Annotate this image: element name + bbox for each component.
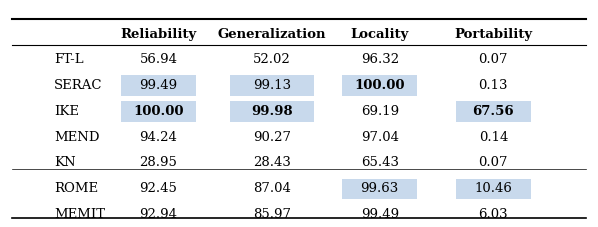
FancyBboxPatch shape — [456, 102, 531, 122]
Text: 10.46: 10.46 — [474, 181, 512, 194]
Text: FT-L: FT-L — [54, 53, 84, 66]
FancyBboxPatch shape — [456, 179, 531, 199]
Text: 99.49: 99.49 — [361, 207, 399, 220]
Text: 90.27: 90.27 — [253, 130, 291, 143]
FancyBboxPatch shape — [230, 76, 314, 97]
FancyBboxPatch shape — [342, 76, 417, 97]
Text: 92.45: 92.45 — [139, 181, 178, 194]
Text: Locality: Locality — [350, 27, 409, 40]
Text: 0.13: 0.13 — [478, 79, 508, 92]
Text: 0.07: 0.07 — [478, 156, 508, 169]
Text: 94.24: 94.24 — [139, 130, 178, 143]
Text: Portability: Portability — [454, 27, 532, 40]
Text: KN: KN — [54, 156, 75, 169]
Text: 100.00: 100.00 — [355, 79, 405, 92]
Text: 99.98: 99.98 — [251, 104, 293, 117]
Text: 67.56: 67.56 — [472, 104, 514, 117]
Text: 96.32: 96.32 — [361, 53, 399, 66]
Text: MEMIT: MEMIT — [54, 207, 105, 220]
Text: 65.43: 65.43 — [361, 156, 399, 169]
Text: MEND: MEND — [54, 130, 99, 143]
Text: 6.03: 6.03 — [478, 207, 508, 220]
Text: 52.02: 52.02 — [253, 53, 291, 66]
Text: IKE: IKE — [54, 104, 79, 117]
Text: 97.04: 97.04 — [361, 130, 399, 143]
Text: 85.97: 85.97 — [253, 207, 291, 220]
Text: ROME: ROME — [54, 181, 98, 194]
Text: 28.43: 28.43 — [253, 156, 291, 169]
FancyBboxPatch shape — [230, 102, 314, 122]
Text: Reliability: Reliability — [120, 27, 197, 40]
Text: SERAC: SERAC — [54, 79, 102, 92]
Text: 99.63: 99.63 — [361, 181, 399, 194]
Text: 92.94: 92.94 — [139, 207, 178, 220]
Text: 28.95: 28.95 — [139, 156, 178, 169]
Text: 0.07: 0.07 — [478, 53, 508, 66]
Text: 87.04: 87.04 — [253, 181, 291, 194]
FancyBboxPatch shape — [342, 179, 417, 199]
Text: 56.94: 56.94 — [139, 53, 178, 66]
Text: 100.00: 100.00 — [133, 104, 184, 117]
Text: 99.13: 99.13 — [253, 79, 291, 92]
Text: Generalization: Generalization — [218, 27, 327, 40]
Text: 99.49: 99.49 — [139, 79, 178, 92]
FancyBboxPatch shape — [121, 76, 196, 97]
Text: 0.14: 0.14 — [478, 130, 508, 143]
FancyBboxPatch shape — [121, 102, 196, 122]
Text: 69.19: 69.19 — [361, 104, 399, 117]
